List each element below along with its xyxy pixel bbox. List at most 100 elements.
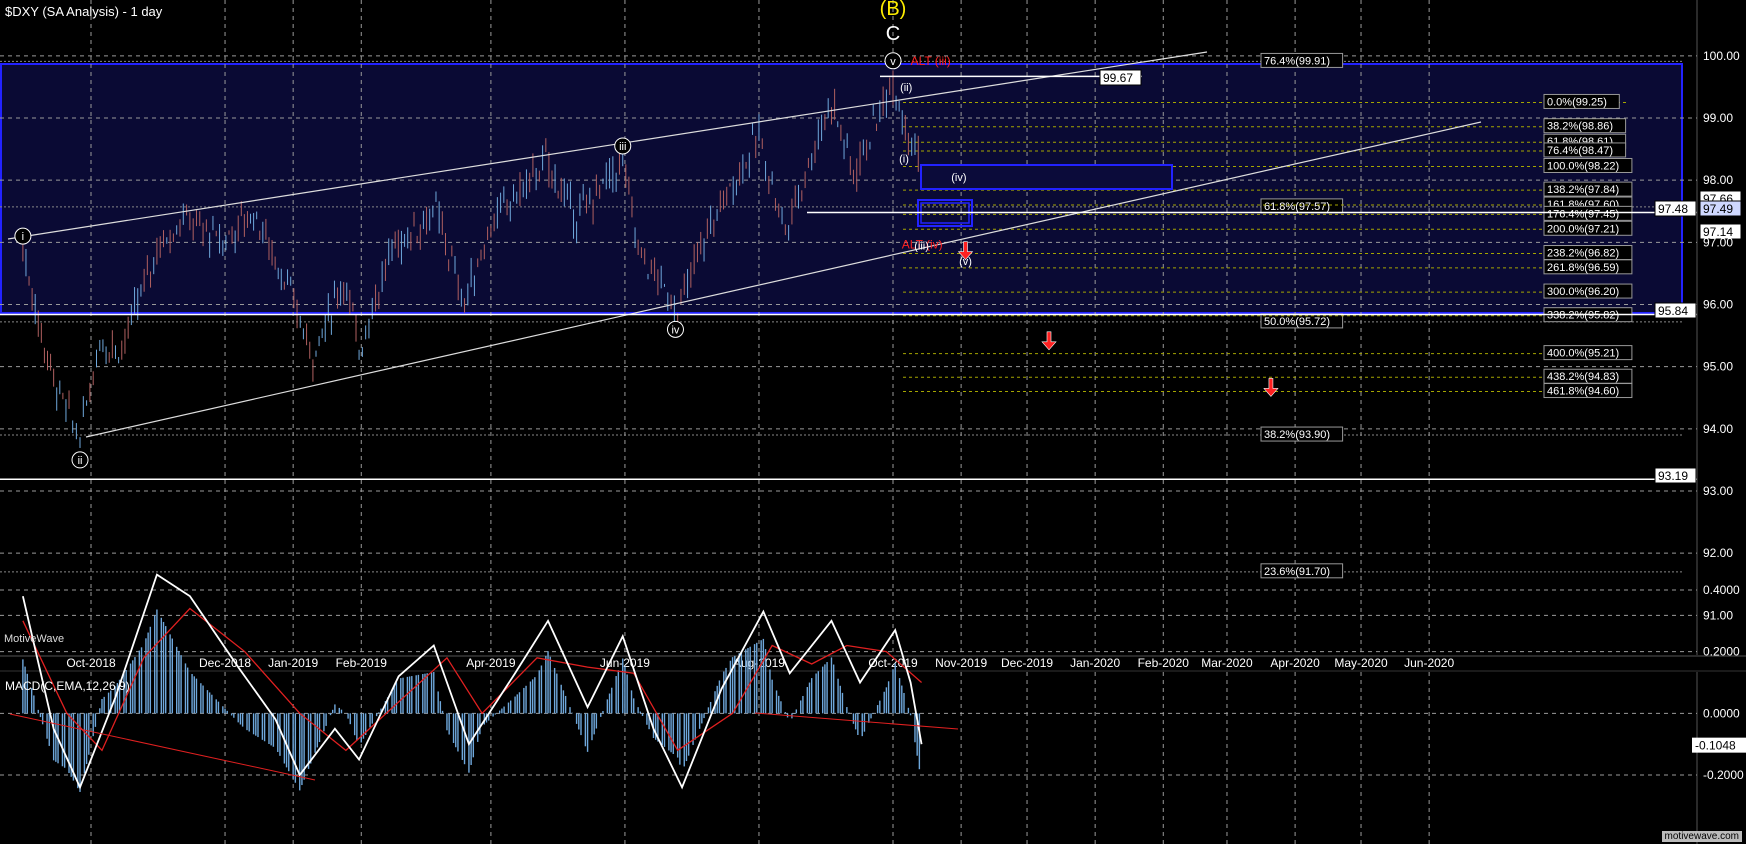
fib-near-label-box bbox=[1543, 93, 1620, 109]
y-tick-label: 92.00 bbox=[1703, 546, 1733, 560]
fib-near-label-box bbox=[1543, 181, 1633, 197]
y-tick-label: 94.00 bbox=[1703, 422, 1733, 436]
macd-y-tick-label: -0.2000 bbox=[1703, 768, 1744, 782]
wave-circle bbox=[71, 451, 89, 469]
macd-y-tick-label: 0.2000 bbox=[1703, 645, 1740, 659]
x-tick-label: Dec-2018 bbox=[199, 656, 251, 670]
wave-label: iv bbox=[671, 324, 679, 336]
fib-far-label-box bbox=[1260, 52, 1344, 68]
fib-far-label: 23.6%(91.70) bbox=[1264, 566, 1330, 578]
macd-y-tick-label: 0.4000 bbox=[1703, 583, 1740, 597]
level-label: 97.49 bbox=[1703, 202, 1733, 216]
macd-trendline-1 bbox=[9, 713, 316, 781]
wave-circle bbox=[14, 227, 32, 245]
x-tick-label: Dec-2019 bbox=[1001, 656, 1053, 670]
fib-near-label-box bbox=[1543, 157, 1633, 173]
level-label-box bbox=[1699, 223, 1742, 240]
fib-near-label: 461.8%(94.60) bbox=[1547, 386, 1619, 398]
x-tick-label: May-2020 bbox=[1334, 656, 1388, 670]
y-tick-label: 100.00 bbox=[1703, 49, 1740, 63]
y-tick-label: 99.00 bbox=[1703, 111, 1733, 125]
fib-near-label-box bbox=[1543, 220, 1633, 236]
y-tick-label: 96.00 bbox=[1703, 298, 1733, 312]
y-tick-label: 95.00 bbox=[1703, 360, 1733, 374]
fib-near-label: 438.2%(94.83) bbox=[1547, 371, 1619, 383]
fib-near-label-box bbox=[1543, 283, 1633, 299]
wave-label: (ii) bbox=[900, 82, 912, 94]
fib-near-label-box bbox=[1543, 205, 1633, 221]
watermark-left: MotiveWave bbox=[4, 633, 65, 645]
wave-label: ALT (iii) bbox=[911, 54, 951, 68]
y-tick-label: 97.00 bbox=[1703, 235, 1733, 249]
wave-label: C bbox=[886, 23, 900, 45]
x-tick-label: Jun-2020 bbox=[1404, 656, 1454, 670]
chart-title: $DXY (SA Analysis) - 1 day bbox=[5, 4, 163, 19]
level-label-box bbox=[1699, 200, 1742, 217]
red-down-arrow bbox=[957, 241, 974, 261]
fib-near-label: 138.2%(97.84) bbox=[1547, 184, 1619, 196]
wave-label: (B) bbox=[880, 0, 907, 20]
macd-current-box bbox=[1692, 737, 1746, 753]
wave-label: (v) bbox=[959, 256, 972, 268]
wave-label: (iv) bbox=[951, 172, 966, 184]
level-label: 99.67 bbox=[1103, 71, 1133, 85]
macd-y-tick-label: 0.0000 bbox=[1703, 706, 1740, 720]
fib-near-label: 238.2%(96.82) bbox=[1547, 248, 1619, 260]
fib-near-label: 100.0%(98.22) bbox=[1547, 160, 1619, 172]
fib-near-label-box bbox=[1543, 118, 1627, 134]
macd-signal-line bbox=[22, 607, 922, 752]
level-label: 93.19 bbox=[1658, 469, 1688, 483]
red-down-arrow bbox=[1041, 331, 1057, 351]
watermark-right: motivewave.com bbox=[1661, 831, 1742, 842]
fib-far-label: 76.4%(99.91) bbox=[1264, 55, 1330, 67]
fib-far-label-box bbox=[1260, 426, 1344, 442]
grid bbox=[0, 0, 1697, 844]
channel-lower-line bbox=[85, 121, 1482, 438]
y-tick-label: 98.00 bbox=[1703, 173, 1733, 187]
fib-near-label: 176.4%(97.45) bbox=[1547, 208, 1619, 220]
fib-far-label: 50.0%(95.72) bbox=[1264, 316, 1330, 328]
red-arrows bbox=[957, 241, 1279, 397]
wave-label: (i) bbox=[899, 153, 909, 165]
x-tick-label: Mar-2020 bbox=[1201, 656, 1253, 670]
fib-near-label: 400.0%(95.21) bbox=[1547, 348, 1619, 360]
axes: Oct-2018 Dec-2018 Jan-2019 Feb-2019 Apr-2019… bbox=[66, 49, 1740, 670]
x-tick-label: Oct-2018 bbox=[66, 656, 116, 670]
wave-label: (iii) bbox=[914, 240, 929, 252]
fib-near-label: 338.2%(95.82) bbox=[1547, 310, 1619, 322]
level-label: 95.84 bbox=[1658, 304, 1688, 318]
macd-series bbox=[22, 573, 923, 792]
x-tick-label: Feb-2019 bbox=[336, 656, 388, 670]
x-tick-label: Jun-2019 bbox=[600, 656, 650, 670]
fib-near-label: 76.4%(98.47) bbox=[1547, 145, 1613, 157]
fib-near-label-box bbox=[1543, 345, 1633, 361]
wave-iv-box bbox=[920, 164, 1173, 190]
wave-label: v bbox=[890, 56, 896, 68]
fib-near-label: 38.2%(98.86) bbox=[1547, 121, 1613, 133]
wave-label: ALT (iv) bbox=[902, 237, 943, 251]
channel-upper-line bbox=[7, 51, 1208, 240]
level-label: 97.14 bbox=[1703, 225, 1733, 239]
wave-labels: (B) Cv ALT (iii) (ii) (i) (iv) ALT (iv)(iii) (v… bbox=[14, 0, 972, 469]
fib-far-label: 61.8%(97.57) bbox=[1264, 201, 1330, 213]
fib-near-label: 300.0%(96.20) bbox=[1547, 286, 1619, 298]
red-down-arrow bbox=[1263, 378, 1279, 397]
macd-trendline-2 bbox=[754, 712, 959, 730]
wave-circle bbox=[666, 320, 684, 338]
level-label-box bbox=[1099, 69, 1142, 86]
x-tick-label: Apr-2019 bbox=[466, 656, 516, 670]
x-tick-label: Apr-2020 bbox=[1270, 656, 1320, 670]
macd-panel-bg bbox=[0, 672, 1697, 844]
x-tick-label: Jan-2020 bbox=[1070, 656, 1120, 670]
fib-near-label: 0.0%(99.25) bbox=[1547, 96, 1607, 108]
x-tick-label: Jan-2019 bbox=[268, 656, 318, 670]
level-label-box bbox=[1654, 302, 1697, 319]
fib-lines: 76.4%(99.91) 61.8%(97.57) 50.0%(95.72) 38.2… bbox=[0, 52, 1682, 579]
level-label-box bbox=[1654, 200, 1697, 217]
x-tick-label: Nov-2019 bbox=[935, 656, 987, 670]
x-tick-label: Feb-2020 bbox=[1138, 656, 1190, 670]
target-box bbox=[0, 63, 1683, 314]
fib-far-label: 38.2%(93.90) bbox=[1264, 429, 1330, 441]
